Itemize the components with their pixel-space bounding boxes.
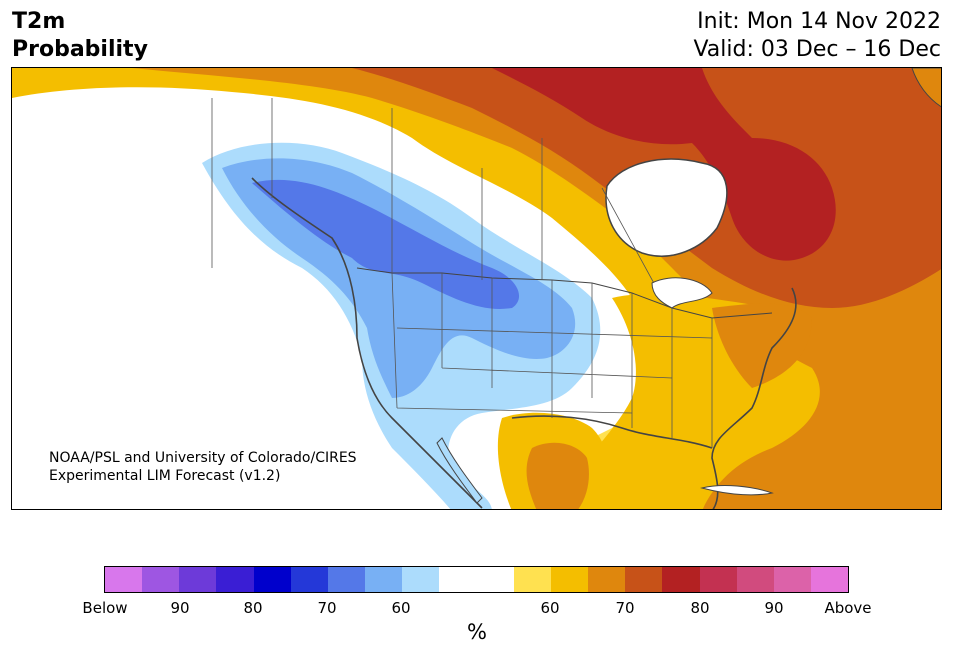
colorbar-segment bbox=[439, 567, 477, 592]
colorbar-segment bbox=[773, 567, 811, 592]
great-lakes bbox=[651, 277, 713, 309]
colorbar-segment bbox=[290, 567, 328, 592]
colorbar-tick-label: Below bbox=[82, 599, 128, 617]
greenland-edge bbox=[911, 68, 941, 108]
colorbar-segment bbox=[327, 567, 366, 592]
colorbar-segment bbox=[179, 567, 217, 592]
colorbar-segment bbox=[142, 567, 180, 592]
colorbar-tick-label: 60 bbox=[391, 599, 411, 617]
colorbar-tick-label: 70 bbox=[317, 599, 337, 617]
colorbar-segment bbox=[402, 567, 440, 592]
state-lines bbox=[391, 272, 713, 448]
hudson-bay bbox=[605, 158, 728, 257]
colorbar-tick-label: 90 bbox=[764, 599, 784, 617]
colorbar-tick-label: 60 bbox=[540, 599, 560, 617]
colorbar-segment bbox=[513, 567, 551, 592]
baja-peninsula bbox=[436, 437, 483, 504]
map-canvas bbox=[12, 68, 941, 509]
colorbar-segment bbox=[216, 567, 254, 592]
colorbar-segment bbox=[662, 567, 700, 592]
probability-map bbox=[11, 67, 942, 510]
colorbar-segment bbox=[588, 567, 626, 592]
province-lines bbox=[211, 98, 663, 299]
warm-band-red-hudson bbox=[492, 68, 836, 261]
colorbar bbox=[104, 566, 849, 593]
colorbar-segment bbox=[105, 567, 143, 592]
colorbar-tick-label: 80 bbox=[690, 599, 710, 617]
colorbar-tick-label: 90 bbox=[170, 599, 190, 617]
colorbar-segment bbox=[365, 567, 403, 592]
colorbar-segment bbox=[550, 567, 589, 592]
colorbar-tick-label: Above bbox=[824, 599, 872, 617]
credit-line-1: NOAA/PSL and University of Colorado/CIRE… bbox=[49, 450, 357, 466]
credit-line-2: Experimental LIM Forecast (v1.2) bbox=[49, 468, 281, 484]
coastline-east bbox=[711, 287, 797, 509]
warm-texas-orange bbox=[526, 442, 589, 509]
map-title: T2m Probability bbox=[12, 8, 148, 64]
coastline-west bbox=[251, 177, 483, 509]
init-date: Init: Mon 14 Nov 2022 bbox=[697, 9, 941, 34]
data-credit: NOAA/PSL and University of Colorado/CIRE… bbox=[49, 449, 357, 485]
colorbar-segment bbox=[810, 567, 849, 592]
warm-southeast-orange bbox=[712, 303, 812, 388]
colorbar-tick-label: 80 bbox=[243, 599, 263, 617]
valid-range: Valid: 03 Dec – 16 Dec bbox=[693, 37, 941, 62]
colorbar-segment bbox=[625, 567, 663, 592]
title-line-1: T2m bbox=[12, 9, 66, 34]
colorbar-segment bbox=[253, 567, 291, 592]
cuba bbox=[701, 485, 774, 496]
cool-blue bbox=[252, 179, 520, 309]
colorbar-segment bbox=[736, 567, 774, 592]
colorbar-segment bbox=[476, 567, 514, 592]
colorbar-tick-label: 70 bbox=[615, 599, 635, 617]
border-us-canada bbox=[356, 267, 773, 319]
title-line-2: Probability bbox=[12, 37, 148, 62]
forecast-dates: Init: Mon 14 Nov 2022 Valid: 03 Dec – 16… bbox=[693, 8, 941, 64]
gulf-coast bbox=[511, 415, 713, 449]
colorbar-unit: % bbox=[467, 620, 487, 644]
colorbar-segment bbox=[699, 567, 737, 592]
